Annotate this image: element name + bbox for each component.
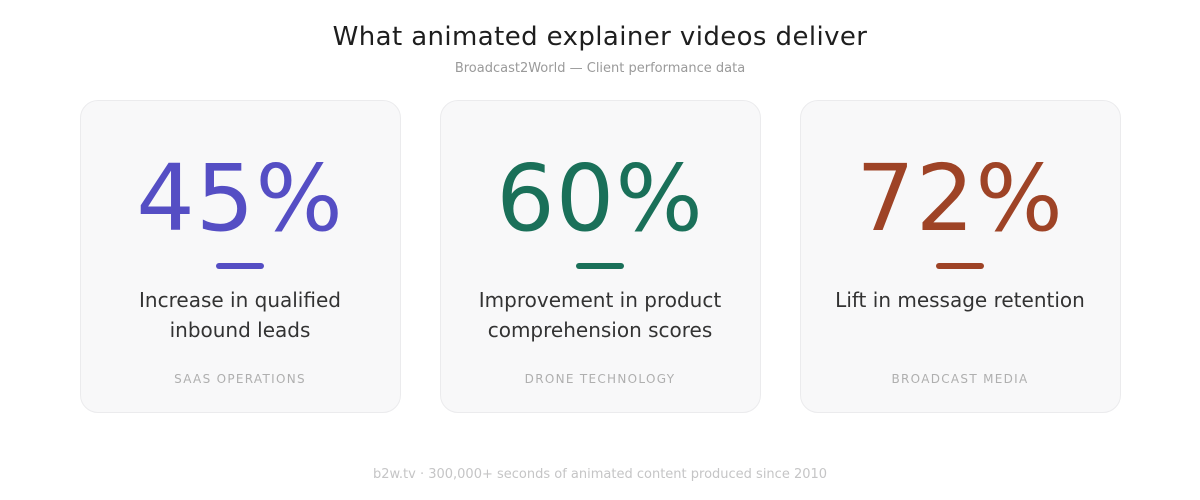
page-title: What animated explainer videos deliver bbox=[332, 22, 868, 52]
stat-card-broadcast-media: 72% Lift in message retention BROADCAST … bbox=[799, 100, 1121, 413]
page-subtitle: Broadcast2World — Client performance dat… bbox=[454, 61, 746, 76]
stat-value: 45% bbox=[136, 145, 344, 252]
accent-underline bbox=[216, 263, 264, 269]
stat-category-label: SAAS OPERATIONS bbox=[174, 372, 306, 386]
stat-category-label: BROADCAST MEDIA bbox=[891, 372, 1029, 386]
footer-tagline: b2w.tv · 300,000+ seconds of animated co… bbox=[372, 467, 828, 482]
stat-description: Improvement in product comprehension sco… bbox=[478, 288, 722, 342]
accent-underline bbox=[936, 263, 984, 269]
stat-category-label: DRONE TECHNOLOGY bbox=[524, 372, 676, 386]
stat-description: Increase in qualified inbound leads bbox=[139, 288, 341, 342]
stat-value: 72% bbox=[856, 145, 1064, 252]
stat-value: 60% bbox=[496, 145, 704, 252]
page-header: What animated explainer videos deliver B… bbox=[0, 0, 1200, 76]
stat-card-row: 45% Increase in qualified inbound leads … bbox=[0, 100, 1200, 413]
accent-underline bbox=[576, 263, 624, 269]
stat-card-drone-technology: 60% Improvement in product comprehension… bbox=[439, 100, 761, 413]
stat-description: Lift in message retention bbox=[835, 288, 1085, 312]
stat-card-saas-operations: 45% Increase in qualified inbound leads … bbox=[79, 100, 401, 413]
